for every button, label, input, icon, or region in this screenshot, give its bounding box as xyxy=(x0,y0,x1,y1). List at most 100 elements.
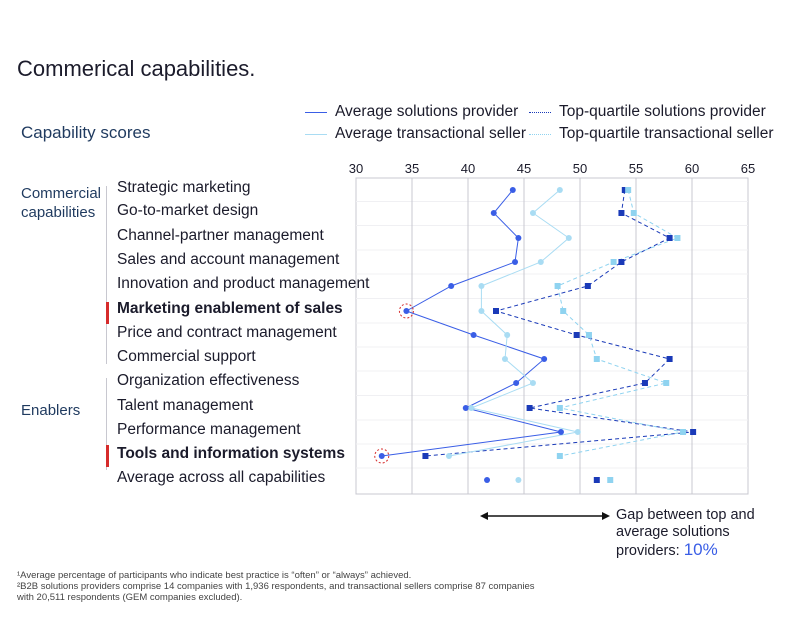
category-label: Commercial support xyxy=(117,348,256,365)
x-tick-label: 30 xyxy=(348,161,364,176)
data-point xyxy=(573,332,580,338)
x-tick-label: 65 xyxy=(740,161,756,176)
legend-swatch xyxy=(529,111,551,113)
data-point xyxy=(674,235,681,241)
data-point xyxy=(378,453,385,459)
category-label: Strategic marketing xyxy=(117,179,251,196)
data-point xyxy=(490,210,497,216)
gap-annotation: Gap between top and average solutions pr… xyxy=(616,507,786,560)
data-point xyxy=(621,187,628,193)
legend-label: Average transactional seller xyxy=(335,125,526,142)
data-point xyxy=(663,380,670,386)
legend-swatch xyxy=(529,133,551,135)
legend-item-top-solutions: Top-quartile solutions provider xyxy=(529,103,766,121)
category-label: Sales and account management xyxy=(117,251,340,268)
data-point xyxy=(556,187,563,193)
x-tick-label: 45 xyxy=(516,161,532,176)
data-point xyxy=(515,477,522,483)
data-point xyxy=(556,405,563,411)
category-label: Tools and information systems xyxy=(117,445,345,462)
category-label: Talent management xyxy=(117,397,254,414)
data-point xyxy=(607,477,614,483)
data-point xyxy=(585,332,592,338)
data-point xyxy=(468,405,475,411)
data-point xyxy=(529,380,536,386)
data-point xyxy=(690,429,697,435)
data-point xyxy=(462,405,469,411)
category-label: Price and contract management xyxy=(117,324,337,341)
x-tick-label: 55 xyxy=(628,161,644,176)
footnote-2: ²B2B solutions providers comprise 14 com… xyxy=(17,581,535,592)
highlight-ring xyxy=(374,448,390,464)
data-point xyxy=(554,283,561,289)
highlight-ring xyxy=(398,303,414,319)
section-divider xyxy=(106,186,107,364)
data-point xyxy=(565,235,572,241)
footnote-1: ¹Average percentage of participants who … xyxy=(17,570,412,581)
legend-item-top-transactional: Top-quartile transactional seller xyxy=(529,125,774,143)
chart-subtitle: Capability scores xyxy=(21,123,151,142)
data-point xyxy=(630,210,637,216)
data-point xyxy=(493,308,499,314)
series-line xyxy=(557,189,684,457)
data-point xyxy=(556,453,563,459)
data-point xyxy=(529,210,536,216)
plot-frame xyxy=(355,177,749,495)
data-point xyxy=(618,210,625,216)
x-tick-label: 35 xyxy=(404,161,420,176)
gap-arrow xyxy=(480,512,610,520)
highlight-marker xyxy=(106,445,109,467)
data-point xyxy=(666,356,673,362)
data-point xyxy=(537,259,544,265)
data-point xyxy=(610,259,617,265)
data-point xyxy=(445,453,452,459)
section-divider xyxy=(106,378,107,470)
data-point xyxy=(641,380,648,386)
data-point xyxy=(618,259,625,265)
section-label-enablers: Enablers xyxy=(21,402,81,419)
x-tick-label: 50 xyxy=(572,161,588,176)
x-tick-label: 40 xyxy=(460,161,476,176)
data-point xyxy=(504,332,511,338)
legend-item-avg-transactional: Average transactional seller xyxy=(305,125,526,143)
data-point xyxy=(513,380,520,386)
data-point xyxy=(470,332,477,338)
legend-label: Average solutions provider xyxy=(335,103,519,120)
category-label: Marketing enablement of sales xyxy=(117,300,343,317)
category-label: Organization effectiveness xyxy=(117,372,300,389)
data-point xyxy=(557,429,564,435)
data-point xyxy=(541,356,548,362)
data-point xyxy=(625,187,632,193)
data-point xyxy=(484,477,491,483)
gap-value: 10% xyxy=(683,540,718,559)
data-point xyxy=(512,259,519,265)
data-point xyxy=(526,405,533,411)
data-point xyxy=(560,308,567,314)
page-title: Commerical capabilities. xyxy=(17,56,256,81)
category-label: Performance management xyxy=(117,421,301,438)
legend-label: Top-quartile transactional seller xyxy=(559,125,774,142)
data-point xyxy=(478,308,485,314)
data-point xyxy=(574,429,581,435)
data-point xyxy=(478,283,485,289)
legend-swatch xyxy=(305,111,327,113)
data-point xyxy=(515,235,522,241)
gap-label: Gap between top and average solutions pr… xyxy=(616,507,755,559)
data-point xyxy=(680,429,687,435)
data-point xyxy=(448,283,455,289)
category-label: Go-to-market design xyxy=(117,202,259,219)
section-label-commercial: Commercial capabilities xyxy=(21,185,102,221)
category-label: Channel-partner management xyxy=(117,227,324,244)
data-point xyxy=(593,477,600,483)
category-label: Innovation and product management xyxy=(117,275,370,292)
highlight-marker xyxy=(106,302,109,324)
x-tick-label: 60 xyxy=(684,161,700,176)
series-line xyxy=(381,189,562,457)
data-point xyxy=(509,187,516,193)
footnote-3: with 20,511 respondents (GEM companies e… xyxy=(17,592,243,603)
series-line xyxy=(425,189,694,457)
data-point xyxy=(422,453,429,459)
legend-item-avg-solutions: Average solutions provider xyxy=(305,103,518,121)
legend-label: Top-quartile solutions provider xyxy=(559,103,766,120)
